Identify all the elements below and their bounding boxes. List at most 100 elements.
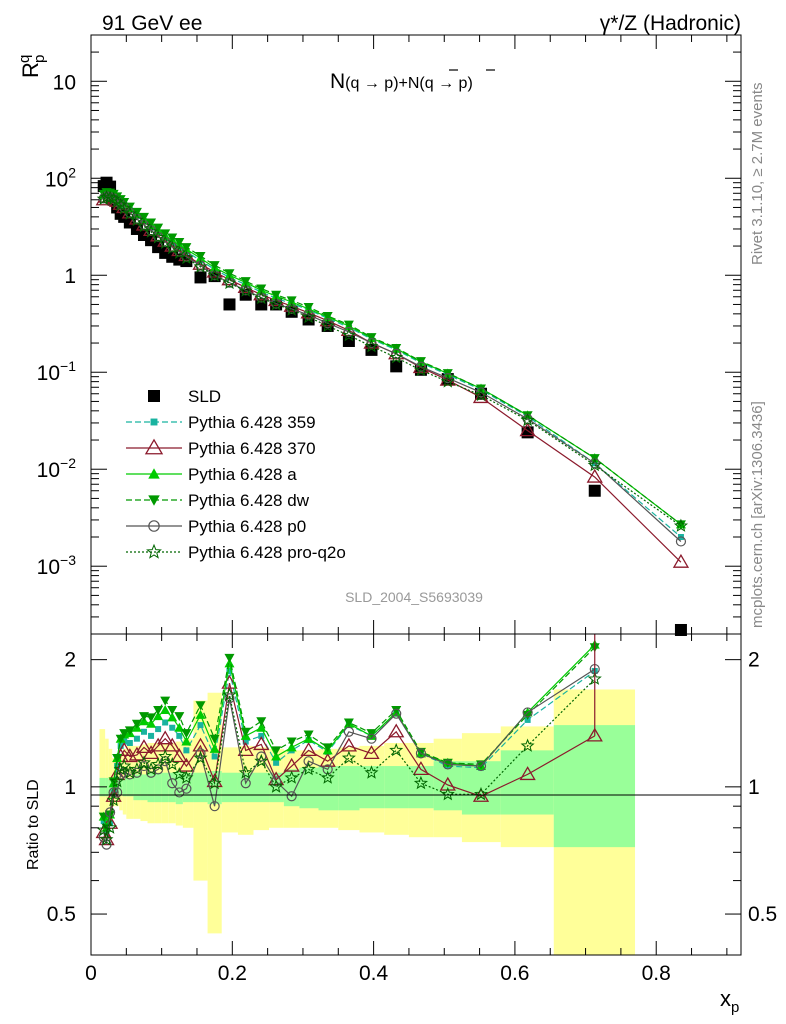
ratio-point-pro	[254, 753, 269, 768]
ratio-point-p0	[209, 801, 220, 812]
point-pro	[158, 235, 173, 250]
ratio-point-pro	[474, 786, 488, 801]
ratio-ytick-label-right: 2	[748, 649, 760, 672]
ratio-point-dw	[256, 717, 267, 727]
point-pro	[341, 328, 356, 342]
point-pro	[122, 206, 137, 220]
ratio-point-370	[171, 748, 188, 763]
band-green	[299, 767, 319, 809]
ratio-point-pro	[222, 687, 237, 701]
ratio-point-370	[149, 737, 167, 752]
point-dw	[343, 320, 354, 330]
xtick-label: 0.2	[218, 962, 247, 985]
main-series	[95, 176, 690, 636]
ratio-point-370	[237, 742, 254, 757]
point-p0	[366, 337, 377, 349]
ratio-ylabel: Ratio to SLD	[25, 779, 42, 870]
ratio-point-dw	[174, 712, 185, 722]
xtick-label: 0.6	[500, 962, 529, 985]
main-ytick-labels: 10 102 1 10−1 10−2 10−3	[37, 71, 77, 579]
point-dw	[256, 284, 267, 294]
ratio-point-p0	[286, 791, 297, 802]
ylabel-sup: q	[16, 55, 33, 63]
ratio-ytick-label-right: 1	[748, 776, 760, 799]
ratio-point-370	[116, 742, 133, 757]
point-dw	[146, 218, 157, 228]
ratio-point-370	[388, 723, 405, 738]
point-pro	[99, 189, 114, 204]
ylabel-sub: p	[31, 55, 48, 63]
ratio-point-p0	[415, 748, 427, 759]
ratio-series	[95, 634, 603, 850]
ratio-point-pro	[284, 770, 299, 784]
ratio-point-pro	[110, 774, 125, 788]
point-p0	[343, 326, 354, 338]
ratio-point-359	[117, 742, 124, 749]
side-mcplots: mcplots.cern.ch [arXiv:1306.3436]	[749, 401, 766, 628]
ratio-point-pro	[117, 758, 132, 772]
point-370	[672, 553, 690, 568]
ratio-point-pro	[137, 755, 151, 769]
ratio-point-a	[224, 658, 235, 668]
ratio-point-dw	[181, 729, 192, 739]
ratio-ytick-label-left: 0.5	[47, 903, 76, 926]
ratio-point-dw	[209, 734, 220, 744]
ratio-point-pro	[238, 765, 253, 779]
main-ytick-label: 1	[64, 265, 76, 288]
ratio-point-359	[114, 763, 121, 770]
ratio-point-dw	[322, 743, 333, 753]
main-ylabel: Rqp	[16, 55, 48, 78]
ratio-point-dw	[146, 713, 157, 723]
ratio-point-pro	[364, 765, 379, 779]
ratio-point-a	[146, 718, 157, 728]
ratio-point-p0	[522, 707, 533, 718]
ratio-point-dw	[195, 701, 206, 711]
ratio-point-359	[258, 732, 265, 739]
ratio-point-pro	[193, 750, 208, 765]
legend-label: Pythia 6.428 pro-q2o	[188, 543, 346, 562]
ratio-point-pro	[151, 757, 166, 771]
xtick-label: 0.8	[642, 962, 671, 985]
ratio-point-dw	[286, 737, 297, 747]
ratio-point-pro	[165, 757, 180, 771]
point-pro	[117, 200, 132, 215]
ratio-point-a	[271, 751, 282, 761]
xtick-label: 0.4	[359, 962, 389, 985]
band-yellow	[105, 738, 109, 817]
ratio-point-dw	[131, 719, 142, 729]
ratio-point-359	[183, 747, 190, 754]
ratio-frame	[90, 633, 742, 956]
point-dw	[322, 312, 333, 322]
main-ytick-label: 10−3	[37, 552, 77, 579]
point-pro	[474, 387, 488, 402]
ratio-point-p0	[366, 733, 377, 744]
point-dw	[131, 207, 142, 217]
ratio-point-dw	[224, 653, 235, 663]
legend-label: SLD	[188, 387, 221, 406]
point-370	[519, 422, 536, 437]
ratio-point-pro	[320, 770, 335, 784]
ratio-point-359	[226, 668, 233, 675]
ratio-point-p0	[112, 787, 123, 798]
band-yellow	[99, 729, 106, 817]
ratio-point-a	[286, 742, 297, 752]
ratio-point-pro	[207, 775, 222, 790]
ratio-line-p0	[103, 668, 596, 845]
ratio-point-pro	[113, 762, 128, 776]
ratio-point-370	[519, 766, 536, 781]
main-ytick-label: 10−2	[37, 455, 77, 482]
point-dw	[240, 277, 251, 287]
main-ytick-label: 102	[45, 164, 76, 191]
point-p0	[442, 373, 453, 384]
point-pro	[587, 457, 602, 472]
ratio-point-pro	[413, 775, 429, 790]
legend-item-pro: Pythia 6.428 pro-q2o	[126, 543, 346, 562]
ratio-point-dw	[119, 729, 130, 739]
band-green	[221, 772, 238, 803]
band-green	[154, 772, 162, 803]
ratio-point-pro	[269, 779, 284, 793]
ratio-point-dw	[115, 734, 126, 744]
legend-label: Pythia 6.428 dw	[188, 491, 310, 510]
point-SLD	[390, 360, 403, 373]
